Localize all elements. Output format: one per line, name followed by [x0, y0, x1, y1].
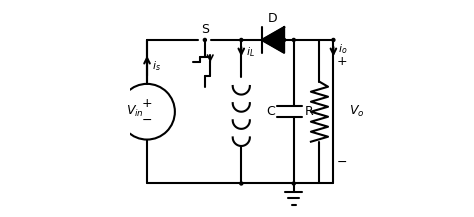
Circle shape: [332, 38, 335, 41]
Text: −: −: [142, 114, 152, 127]
Circle shape: [240, 182, 243, 185]
Text: −: −: [337, 156, 347, 169]
Text: D: D: [268, 12, 278, 25]
Text: +: +: [337, 55, 347, 68]
Text: S: S: [201, 23, 209, 36]
Circle shape: [292, 182, 295, 185]
Text: $V_o$: $V_o$: [349, 104, 365, 119]
Text: $V_{in}$: $V_{in}$: [126, 104, 144, 119]
Text: C: C: [266, 105, 274, 118]
Circle shape: [292, 38, 295, 41]
Text: $i_L$: $i_L$: [246, 45, 255, 59]
Text: R: R: [304, 105, 313, 118]
Circle shape: [240, 38, 243, 41]
Text: +: +: [142, 97, 152, 110]
Text: $i_s$: $i_s$: [152, 59, 161, 72]
Polygon shape: [262, 27, 284, 53]
Text: $i_o$: $i_o$: [337, 43, 347, 56]
Circle shape: [283, 38, 286, 41]
Circle shape: [203, 38, 206, 41]
